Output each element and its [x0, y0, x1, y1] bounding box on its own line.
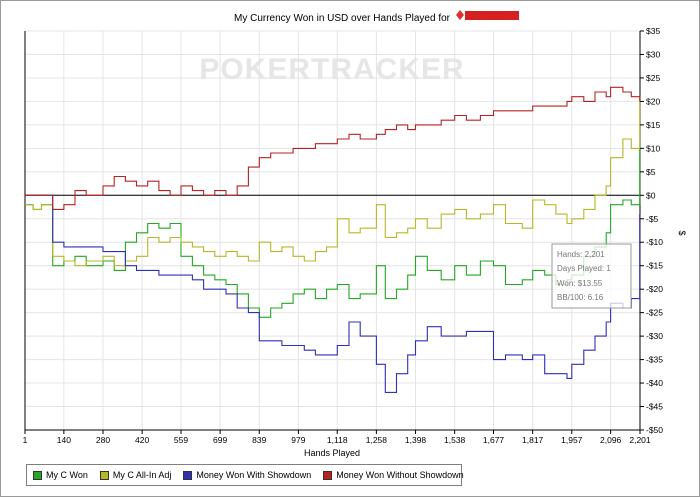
x-axis-label: Hands Played [304, 448, 360, 458]
x-tick-label: 280 [96, 435, 110, 445]
x-tick-label: 1,258 [366, 435, 388, 445]
legend-label: Money Won Without Showdown [336, 470, 464, 480]
tooltip-won: Won: $13.55 [557, 279, 603, 288]
y-tick-label: -$35 [646, 355, 663, 365]
series-line-money-won-without-showdown [25, 86, 641, 210]
legend-label: Money Won With Showdown [196, 470, 312, 480]
legend-label: My C All-In Adj [112, 470, 172, 480]
y-tick-label: $30 [646, 49, 660, 59]
y-tick-label: $20 [646, 96, 660, 106]
x-tick-label: 1,677 [483, 435, 505, 445]
x-tick-label: 699 [213, 435, 227, 445]
x-axis: 1 140 280 420 559 699 839 979 1,118 1,258 1,398 1,5… [23, 430, 651, 445]
x-tick-label: 1,538 [444, 435, 466, 445]
y-tick-label: -$10 [646, 237, 663, 247]
x-tick-label: 559 [174, 435, 188, 445]
x-tick-label: 140 [57, 435, 71, 445]
legend-item-my-c-all-in-adj: My C All-In Adj [99, 470, 172, 480]
legend-swatch [183, 470, 193, 480]
y-tick-label: -$50 [646, 425, 663, 435]
watermark: POKERTRACKER [199, 53, 464, 86]
series-line-my-c-all-in-adj [25, 101, 641, 267]
y-tick-label: $10 [646, 143, 660, 153]
legend-item-my-c-won: My C Won [33, 470, 88, 480]
x-tick-label: 1 [23, 435, 28, 445]
y-axis: $35 $30 $25 $20 $15 $10 $5 $0 -$5 -$10 -$15 -$20 -$2… [640, 26, 663, 435]
x-tick-label: 2,096 [600, 435, 622, 445]
y-axis-label: $ [677, 230, 687, 235]
legend-label: My C Won [46, 470, 88, 480]
series-line-money-won-with-showdown [25, 194, 641, 393]
y-tick-label: -$15 [646, 261, 663, 271]
x-tick-label: 420 [135, 435, 149, 445]
x-tick-label: 1,957 [561, 435, 583, 445]
y-tick-label: -$25 [646, 308, 663, 318]
y-tick-label: $0 [646, 190, 656, 200]
legend-item-with-showdown: Money Won With Showdown [183, 470, 311, 480]
tooltip-days: Days Played: 1 [557, 264, 611, 273]
tooltip-box [551, 243, 632, 309]
tooltip-hands: Hands: 2,201 [557, 250, 605, 259]
legend: My C Won My C All-In Adj Money Won With … [26, 464, 464, 486]
y-tick-label: $15 [646, 120, 660, 130]
y-tick-label: -$30 [646, 331, 663, 341]
y-tick-label: $25 [646, 73, 660, 83]
x-tick-label: 1,398 [405, 435, 427, 445]
legend-swatch [99, 470, 109, 480]
y-tick-label: -$5 [646, 214, 659, 224]
y-tick-label: -$20 [646, 284, 663, 294]
grid [24, 30, 641, 431]
x-tick-label: 2,201 [629, 435, 651, 445]
y-tick-label: -$45 [646, 402, 663, 412]
data-tooltip: Hands: 2,201 Days Played: 1 Won: $13.55 … [551, 243, 632, 309]
legend-item-without-showdown: Money Won Without Showdown [323, 470, 464, 480]
series-layer [25, 86, 641, 393]
x-tick-label: 1,817 [522, 435, 544, 445]
legend-swatch [323, 470, 333, 480]
chart-title: My Currency Won in USD over Hands Played… [234, 13, 451, 24]
y-tick-label: $35 [646, 26, 660, 36]
redacted-name [456, 10, 519, 20]
y-tick-label: -$40 [646, 378, 663, 388]
series-line-my-c-won [25, 148, 641, 318]
y-tick-label: $5 [646, 167, 656, 177]
x-tick-label: 979 [291, 435, 305, 445]
tooltip-bb: BB/100: 6.16 [557, 293, 604, 302]
x-tick-label: 839 [252, 435, 266, 445]
legend-swatch [33, 470, 42, 480]
x-tick-label: 1,118 [327, 435, 348, 445]
